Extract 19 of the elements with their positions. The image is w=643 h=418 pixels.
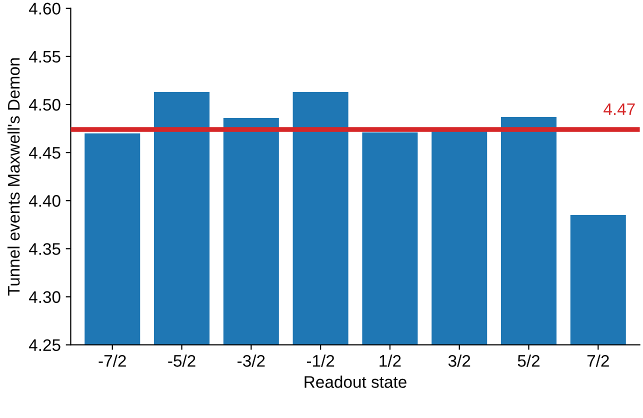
- y-tick-label: 4.45: [28, 147, 60, 159]
- x-tick-label: 7/2: [587, 354, 609, 367]
- x-tick-label: -5/2: [168, 354, 196, 367]
- y-tick-label: 4.40: [28, 195, 60, 207]
- y-tick-label: 4.60: [28, 2, 60, 15]
- x-axis-title: Readout state: [304, 376, 406, 388]
- y-tick-label: 4.55: [28, 51, 60, 63]
- y-axis-title: Tunnel events Maxwell's Demon: [7, 58, 20, 296]
- x-tick-label: -7/2: [98, 354, 126, 367]
- y-tick-label: 4.30: [28, 291, 60, 303]
- y-tick-label: 4.50: [28, 98, 60, 111]
- x-tick-label: 5/2: [518, 354, 540, 367]
- y-tick-label: 4.35: [28, 243, 60, 255]
- x-tick-label: 3/2: [448, 354, 470, 367]
- x-tick-label: -1/2: [306, 354, 334, 367]
- x-tick-label: -3/2: [238, 354, 265, 367]
- ref-line-label: 4.47: [604, 103, 635, 115]
- y-tick-label: 4.25: [28, 339, 60, 352]
- x-tick-label: 1/2: [380, 354, 401, 367]
